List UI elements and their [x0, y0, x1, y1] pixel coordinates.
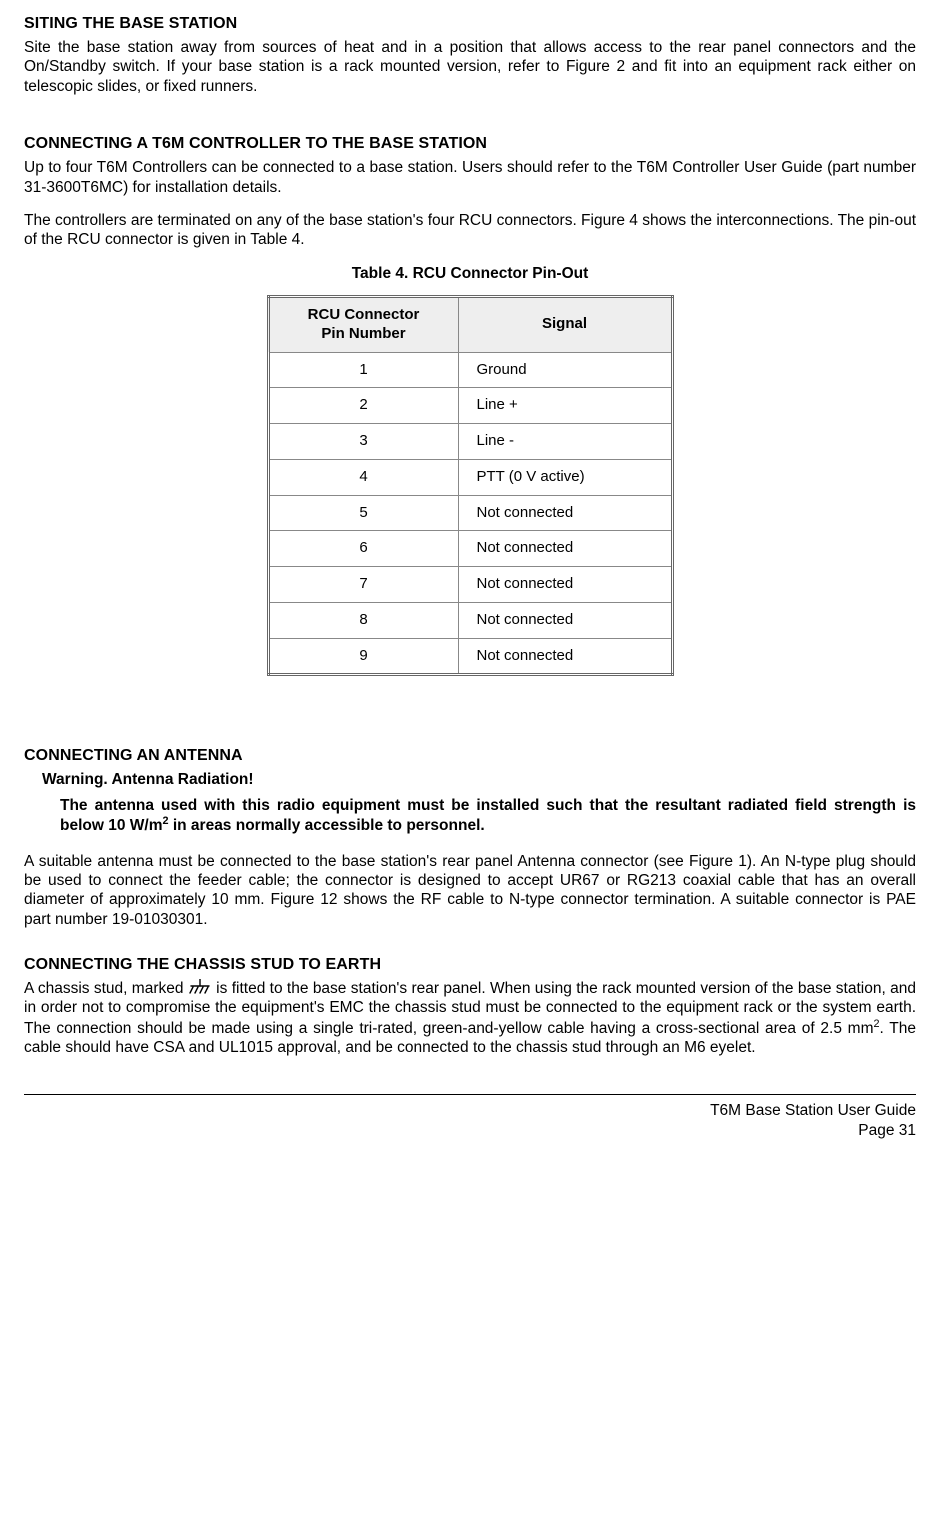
- rcu-pinout-table: RCU Connector Pin Number Signal 1Ground2…: [267, 295, 674, 676]
- antenna-warning-body: The antenna used with this radio equipme…: [60, 796, 916, 836]
- table-row: 6Not connected: [268, 531, 672, 567]
- table-header-signal: Signal: [458, 297, 672, 353]
- antenna-warning-text-2: in areas normally accessible to personne…: [169, 817, 485, 834]
- controller-para-2: The controllers are terminated on any of…: [24, 211, 916, 250]
- table-cell-signal: PTT (0 V active): [458, 459, 672, 495]
- section-heading-siting: SITING THE BASE STATION: [24, 14, 916, 34]
- controller-para-1: Up to four T6M Controllers can be connec…: [24, 158, 916, 197]
- table-caption: Table 4. RCU Connector Pin-Out: [24, 264, 916, 283]
- table-cell-signal: Not connected: [458, 567, 672, 603]
- table-row: 4PTT (0 V active): [268, 459, 672, 495]
- table-row: 7Not connected: [268, 567, 672, 603]
- table-cell-pin: 9: [268, 638, 458, 675]
- section-heading-controller: CONNECTING A T6M CONTROLLER TO THE BASE …: [24, 134, 916, 154]
- table-row: 3Line -: [268, 424, 672, 460]
- table-cell-pin: 5: [268, 495, 458, 531]
- chassis-paragraph: A chassis stud, marked is fitted to the …: [24, 979, 916, 1058]
- footer-page: Page 31: [858, 1122, 916, 1139]
- antenna-paragraph: A suitable antenna must be connected to …: [24, 852, 916, 930]
- table-cell-signal: Not connected: [458, 638, 672, 675]
- table-header-pin: RCU Connector Pin Number: [268, 297, 458, 353]
- table-cell-signal: Line -: [458, 424, 672, 460]
- table-cell-signal: Not connected: [458, 602, 672, 638]
- antenna-warning-title: Warning. Antenna Radiation!: [42, 770, 916, 789]
- table-cell-pin: 2: [268, 388, 458, 424]
- table-row: 8Not connected: [268, 602, 672, 638]
- section-heading-chassis: CONNECTING THE CHASSIS STUD TO EARTH: [24, 955, 916, 975]
- table-cell-pin: 8: [268, 602, 458, 638]
- footer-title: T6M Base Station User Guide: [710, 1102, 916, 1119]
- table-cell-signal: Not connected: [458, 531, 672, 567]
- siting-paragraph: Site the base station away from sources …: [24, 38, 916, 96]
- section-heading-antenna: CONNECTING AN ANTENNA: [24, 746, 916, 766]
- table-header-pin-line1: RCU Connector: [308, 306, 420, 323]
- chassis-text-1: A chassis stud, marked: [24, 980, 188, 997]
- table-row: 2Line +: [268, 388, 672, 424]
- table-row: 5Not connected: [268, 495, 672, 531]
- table-cell-pin: 4: [268, 459, 458, 495]
- table-cell-pin: 1: [268, 352, 458, 388]
- page-footer: T6M Base Station User Guide Page 31: [24, 1101, 916, 1141]
- earth-icon: [188, 979, 212, 997]
- table-cell-pin: 7: [268, 567, 458, 603]
- table-cell-pin: 6: [268, 531, 458, 567]
- table-cell-signal: Line +: [458, 388, 672, 424]
- table-cell-signal: Ground: [458, 352, 672, 388]
- table-cell-signal: Not connected: [458, 495, 672, 531]
- footer-rule: [24, 1094, 916, 1095]
- table-row: 1Ground: [268, 352, 672, 388]
- table-header-pin-line2: Pin Number: [321, 325, 405, 342]
- table-cell-pin: 3: [268, 424, 458, 460]
- table-row: 9Not connected: [268, 638, 672, 675]
